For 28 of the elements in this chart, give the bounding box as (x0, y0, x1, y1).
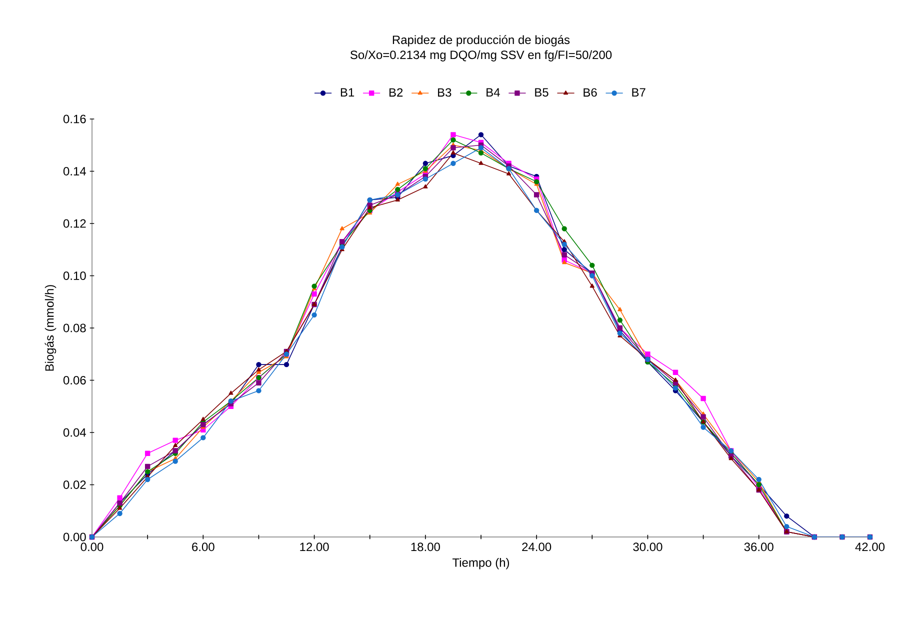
y-tick-label: 0.04 (63, 428, 86, 437)
legend-label: B5 (535, 88, 548, 97)
y-tick-label: 0.00 (63, 532, 86, 542)
legend-label: B7 (632, 88, 646, 97)
x-axis-title: Tiempo (h) (452, 558, 510, 570)
legend-label: B1 (340, 88, 354, 97)
chart-subtitle: So/Xo=0.2134 mg DQO/mg SSV en fg/FI=50/200 (350, 50, 612, 62)
chart-title: Rapidez de producción de biogás (392, 35, 570, 46)
y-tick-label: 0.12 (63, 219, 86, 228)
y-axis-title: Biogás (mmol/h) (44, 285, 56, 371)
x-tick-label: 6.00 (192, 542, 214, 552)
legend-label: B3 (438, 88, 452, 97)
x-tick-label: 12.00 (300, 542, 329, 552)
x-tick-label: 24.00 (522, 542, 552, 552)
x-tick-label: 0.00 (80, 542, 104, 552)
y-tick-label: 0.16 (63, 114, 86, 124)
x-tick-label: 18.00 (411, 542, 440, 552)
y-tick-label: 0.14 (63, 167, 86, 176)
legend-label: B2 (389, 88, 403, 97)
y-tick-label: 0.02 (63, 480, 86, 489)
y-tick-label: 0.06 (63, 376, 86, 384)
x-tick-label: 36.00 (744, 542, 774, 552)
legend-label: B4 (486, 88, 500, 97)
x-tick-label: 30.00 (633, 542, 662, 552)
y-tick-label: 0.08 (63, 324, 86, 332)
y-tick-label: 0.10 (63, 271, 86, 280)
legend-label: B6 (584, 88, 597, 97)
x-tick-label: 42.00 (855, 542, 885, 552)
